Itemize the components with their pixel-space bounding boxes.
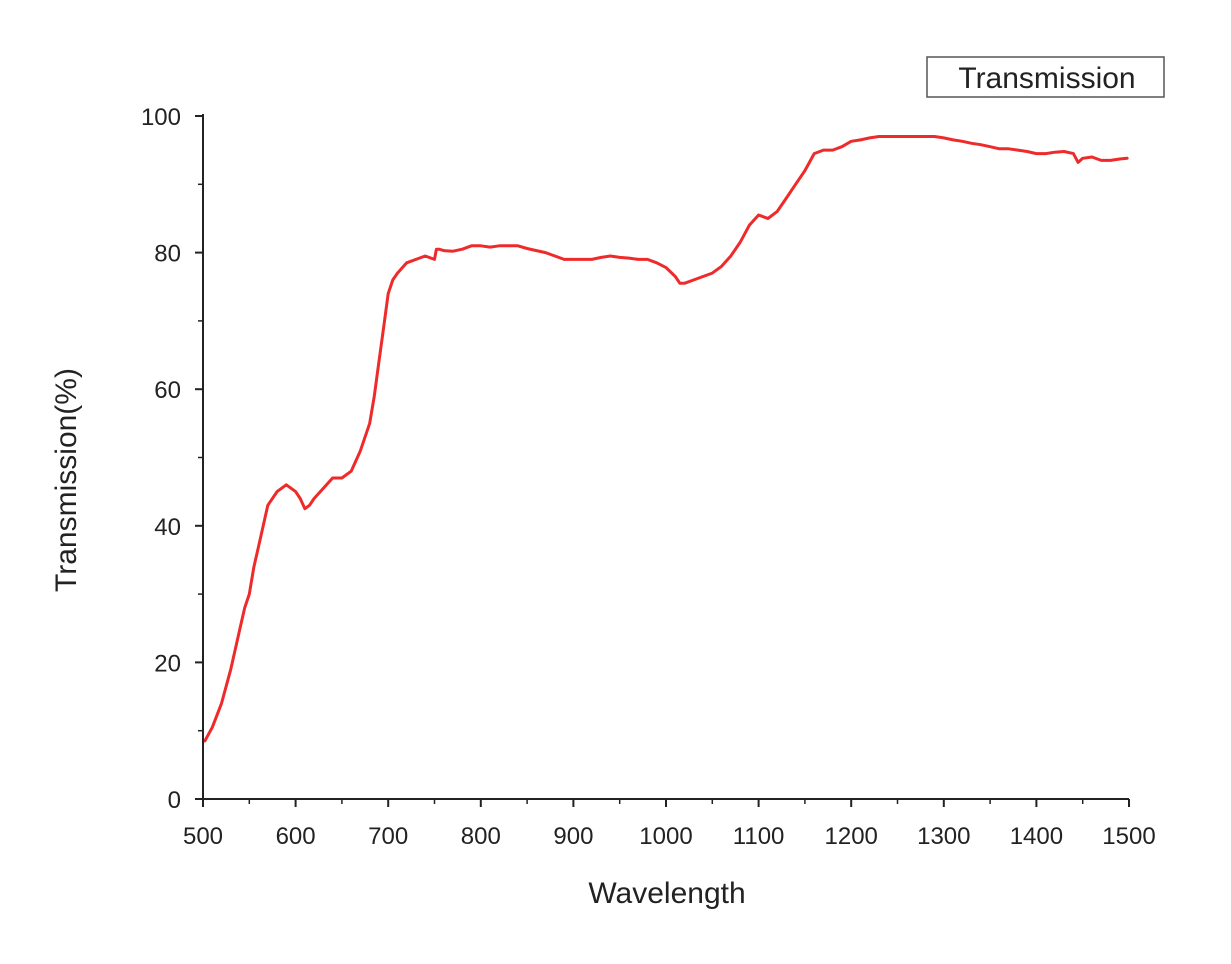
x-tick-label: 1400 (1010, 823, 1063, 850)
x-tick-label: 900 (553, 823, 593, 850)
tick-labels: 500 600 700 800 900 1000 1100 1200 1300 1400 1500 0… (141, 104, 1156, 850)
x-axis-title: Wavelength (588, 877, 745, 910)
y-tick-label: 100 (141, 104, 181, 131)
x-tick-label: 500 (183, 823, 223, 850)
legend-box (926, 56, 1165, 98)
y-tick-label: 20 (154, 650, 181, 677)
x-tick-label: 1100 (733, 823, 785, 850)
series-line-transmission (203, 135, 1129, 743)
y-tick-label: 60 (154, 377, 181, 404)
x-tick-label: 700 (368, 823, 408, 850)
x-tick-label: 1200 (825, 823, 878, 850)
legend: Transmission (926, 56, 1165, 98)
x-tick-label: 1300 (917, 823, 970, 850)
x-tick-label: 600 (276, 823, 316, 850)
y-tick-label: 40 (154, 514, 181, 541)
axes (195, 114, 1130, 807)
y-tick-label: 80 (154, 241, 181, 268)
y-axis-title: Transmission(%) (50, 368, 83, 592)
y-tick-label: 0 (168, 787, 181, 814)
legend-label: Transmission (958, 62, 1135, 95)
x-tick-label: 800 (461, 823, 501, 850)
x-tick-label: 1500 (1102, 823, 1155, 850)
x-tick-label: 1000 (639, 823, 692, 850)
plot-area (203, 135, 1129, 743)
